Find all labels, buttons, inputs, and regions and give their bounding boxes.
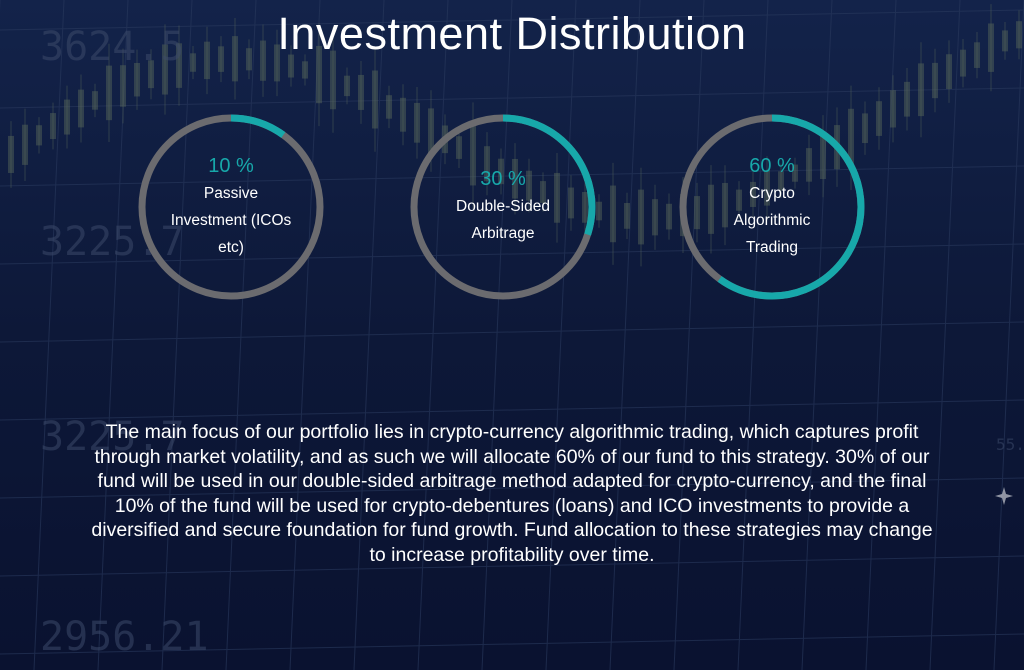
candle-body (344, 75, 350, 97)
candle-body (148, 60, 154, 89)
candle-body (232, 36, 238, 82)
candle-body (162, 44, 168, 95)
candle-body (708, 184, 714, 234)
candle-body (106, 65, 112, 121)
candle-body (722, 182, 728, 228)
candle-body (596, 201, 602, 221)
candle-body (820, 133, 826, 180)
candle-body (36, 125, 42, 146)
candle-body (512, 158, 518, 199)
candle-body (92, 91, 98, 110)
ring-label-line: etc) (218, 238, 244, 256)
candle-body (330, 50, 336, 110)
candle-body (750, 181, 756, 207)
candle-body (848, 108, 854, 167)
passive-investment-ring: 10 % Passive Investment (ICOs etc) (136, 112, 326, 302)
candle-body (288, 54, 294, 78)
candle-body (78, 89, 84, 128)
candle-body (960, 49, 966, 77)
ring-label-line: Trading (746, 238, 798, 256)
progress-ring-passive (138, 114, 324, 300)
candle-body (302, 61, 308, 79)
candle-body (610, 185, 616, 243)
candle-body (498, 158, 504, 185)
page-title: Investment Distribution (277, 8, 747, 59)
candle-body (946, 54, 952, 90)
candle-body (904, 81, 910, 117)
candle-body (358, 74, 364, 110)
candle-body (428, 108, 434, 154)
candle-body (386, 95, 392, 119)
ring-arc (679, 114, 865, 300)
candle-body (22, 124, 28, 165)
candle-body (778, 171, 784, 191)
ring-arc (138, 114, 324, 300)
candle-body (1002, 30, 1008, 52)
candle-body (806, 148, 812, 182)
candle-body (1016, 21, 1022, 49)
candle-body (176, 43, 182, 88)
candle-body (50, 113, 56, 140)
candle-body (862, 113, 868, 144)
candle-body (274, 44, 280, 82)
ring-percent: 10 % (208, 154, 254, 177)
bg-number-3: 3225.7 (40, 414, 185, 460)
candle-body (8, 135, 14, 173)
candle-body (456, 136, 462, 159)
candle-body (414, 102, 420, 143)
candle-body (582, 192, 588, 223)
ring-percent: 30 % (480, 168, 526, 190)
arbitrage-ring: 30 % Double-Sided Arbitrage (408, 112, 598, 302)
portfolio-description: The main focus of our portfolio lies in … (91, 421, 933, 566)
candle-body (204, 41, 210, 80)
candle-body (316, 45, 322, 104)
candle-body (792, 164, 798, 182)
candle-body (764, 170, 770, 206)
candle-body (190, 53, 196, 72)
candle-body (652, 199, 658, 236)
candle-body (526, 170, 532, 201)
candle-body (666, 203, 672, 230)
candle-body (932, 62, 938, 99)
candle-body (554, 172, 560, 223)
bg-number-5: 55. (996, 435, 1024, 454)
algorithmic-trading-ring: 60 % Crypto Algorithmic Trading (677, 112, 867, 302)
candle-body (890, 90, 896, 128)
candle-body (736, 189, 742, 211)
candle-body (540, 181, 546, 203)
candle-body (638, 189, 644, 245)
ring-label-line: Arbitrage (471, 225, 535, 242)
bg-number-1: 3624.5 (40, 24, 185, 70)
candle-body (876, 101, 882, 136)
candle-body (246, 48, 252, 71)
ring-label-line: Algorithmic (733, 211, 811, 229)
ring-label-line: Crypto (749, 184, 795, 202)
candle-body (372, 70, 378, 129)
bg-number-4: 2956.21 (40, 614, 209, 660)
candle-body (568, 187, 574, 219)
candle-body (218, 46, 224, 72)
candle-body (694, 196, 700, 230)
candle-body (400, 97, 406, 132)
ring-label-line: Double-Sided (456, 198, 550, 215)
ring-label-line: Passive (203, 184, 259, 202)
candle-body (484, 146, 490, 182)
progress-ring-algorithmic (679, 114, 865, 300)
sparkle-icon (995, 487, 1013, 505)
ring-arc (410, 114, 596, 300)
progress-ring-arbitrage (410, 114, 596, 300)
candle-body (988, 23, 994, 72)
candle-body (624, 203, 630, 229)
candle-body (918, 63, 924, 117)
candle-body (260, 40, 266, 81)
candle-body (470, 126, 476, 186)
candle-body (134, 62, 140, 97)
candle-body (64, 99, 70, 135)
candle-body (120, 65, 126, 107)
ring-percent: 60 % (749, 154, 795, 177)
ring-label-line: Investment (ICOs (170, 211, 292, 229)
candle-body (974, 42, 980, 68)
